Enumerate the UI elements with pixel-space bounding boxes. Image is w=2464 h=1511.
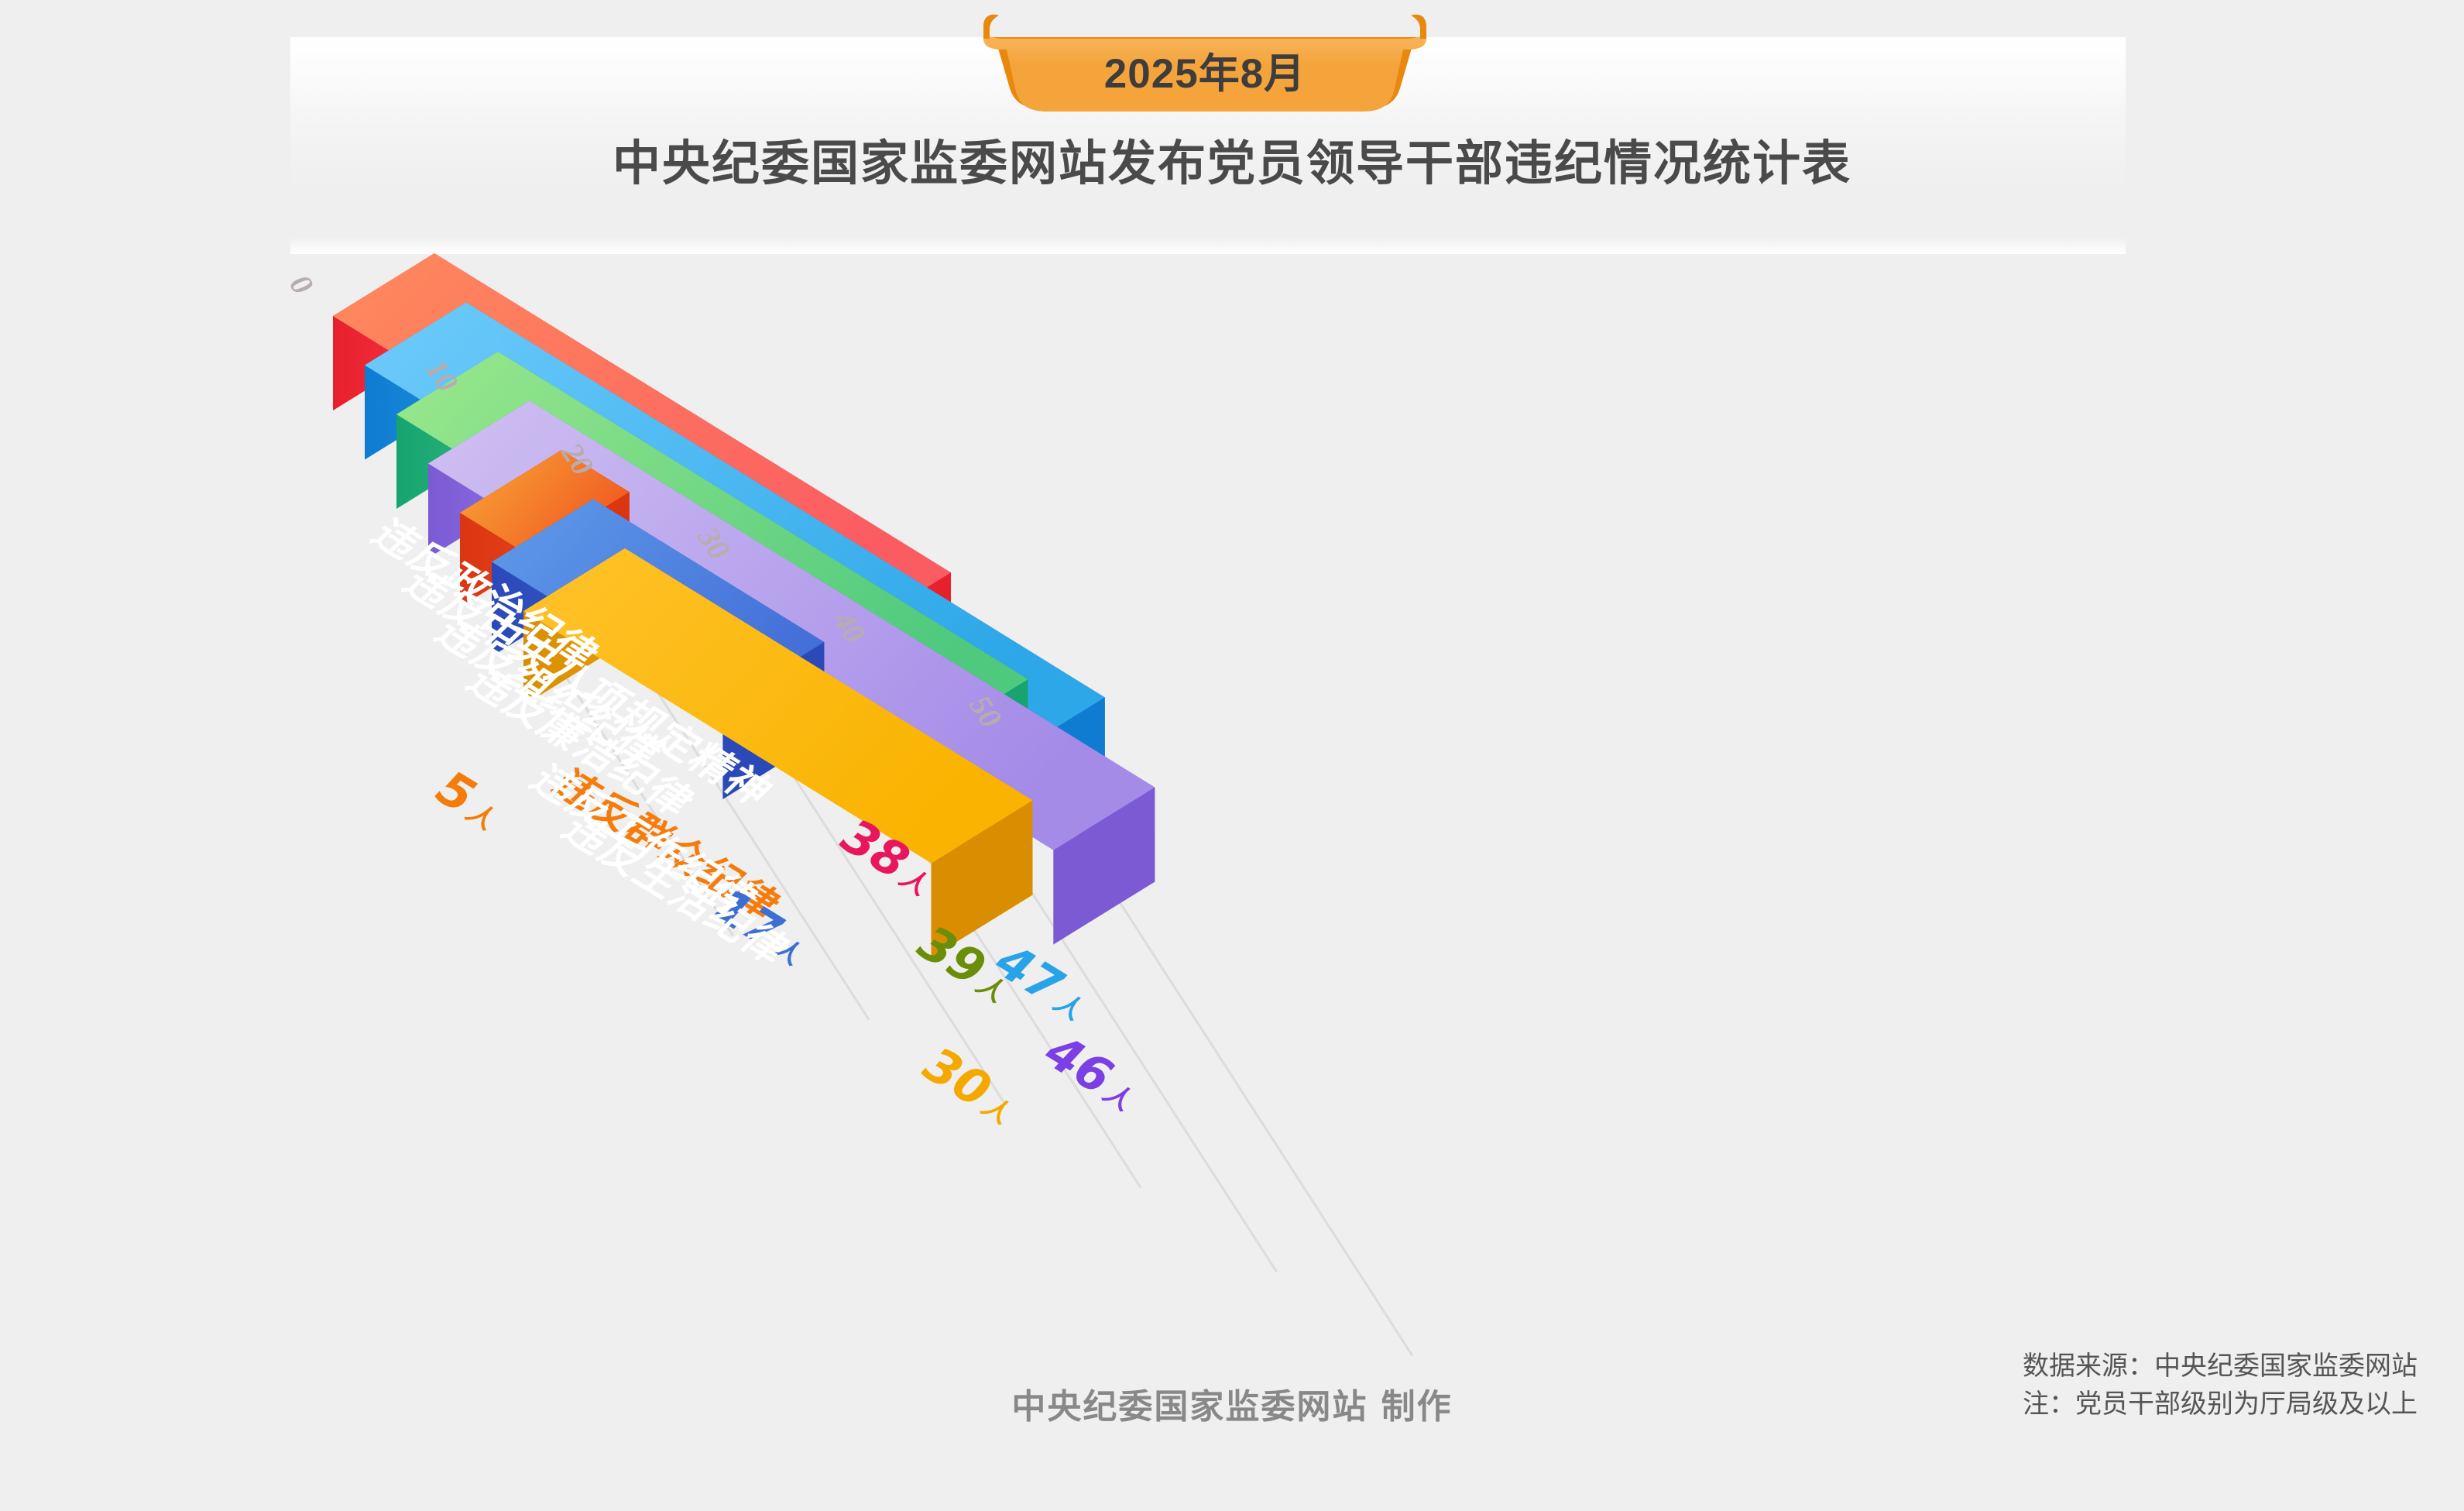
bars-layer	[333, 253, 1155, 958]
isometric-bar-chart: 0 10 20 30 40 50 违反政治纪律 38人 违反中央八项规定精神 47人 违反组织纪律 3…	[0, 232, 2464, 1394]
data-source: 数据来源：中央纪委国家监委网站	[2023, 1351, 2418, 1382]
credit-line: 中央纪委国家监委网站 制作	[1011, 1387, 1453, 1427]
footer-notes: 数据来源：中央纪委国家监委网站 注：党员干部级别为厅局级及以上	[2023, 1348, 2418, 1424]
bar-违反生活纪律	[523, 548, 1033, 958]
banner-shape	[983, 14, 1426, 112]
bar-tip-face	[1053, 787, 1155, 945]
page-title: 中央纪委国家监委网站发布党员领导干部违纪情况统计表	[612, 135, 1851, 191]
bar-top-face	[460, 450, 630, 555]
chart-svg	[331, 253, 1414, 1357]
period-banner: 2025年8月	[969, 11, 1440, 113]
bar-tip-face	[931, 800, 1033, 958]
footnote: 注：党员干部级别为厅局级及以上	[2023, 1389, 2418, 1420]
period-label: 2025年8月	[1103, 51, 1306, 97]
bar-top-face	[523, 548, 1033, 864]
